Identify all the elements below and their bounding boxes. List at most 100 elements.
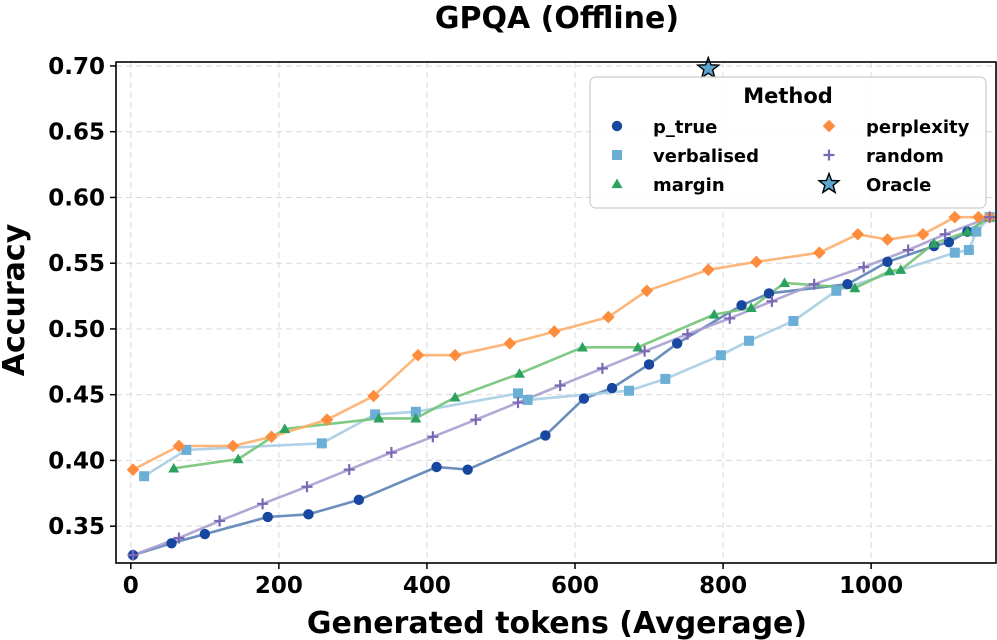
point-random [301,481,313,493]
point-verbalised [963,245,974,256]
legend-box [589,76,987,209]
x-axis-label: Generated tokens (Avgerage) [307,606,807,640]
point-random [214,515,226,527]
point-margin [279,423,291,433]
point-random [127,549,139,561]
point-random [470,414,482,426]
point-margin [708,308,720,319]
point-random [984,211,996,223]
legend-label-verbalised: verbalised [653,146,759,167]
legend-items: p_true verbalised margin perplexity random Or… [611,117,970,196]
point-p-true [199,528,211,540]
point-verbalised [513,388,524,399]
point-verbalised [316,438,327,449]
point-perplexity [126,463,140,476]
point-random [343,464,355,476]
point-p-true [842,279,853,290]
legend-marker-perplexity [822,119,836,133]
point-random [939,228,951,240]
legend-marker-margin [611,178,623,189]
legend-label-p-true: p_true [653,117,717,138]
point-margin [576,341,588,352]
point-random [257,498,269,510]
legend-label-random: random [866,146,944,167]
point-p-true [643,359,655,370]
point-perplexity [972,210,985,224]
point-perplexity [750,255,763,269]
point-verbalised [660,373,671,384]
point-perplexity [948,210,962,224]
y-tick-label: 0.35 [48,514,105,540]
point-margin [168,462,180,473]
point-verbalised [715,350,726,361]
point-margin [745,302,757,313]
series-markers [126,55,996,561]
x-tick-label: 400 [403,573,451,599]
point-perplexity [916,227,930,241]
y-tick-label: 0.60 [48,185,105,211]
point-perplexity [640,284,654,298]
point-margin [884,265,896,276]
point-p-true [943,236,955,248]
point-p-true [462,464,473,475]
y-tick-label: 0.40 [48,448,105,474]
point-margin [232,453,244,464]
point-perplexity [367,389,380,403]
point-p-true [166,538,177,549]
legend-marker-random [823,149,835,161]
point-p-true [606,382,618,394]
y-axis-label: Accuracy [0,223,32,376]
line-perplexity [132,215,990,471]
point-verbalised [624,385,635,396]
point-margin [373,412,385,423]
point-perplexity [881,233,894,246]
point-random [173,532,185,544]
point-p-true [671,338,683,349]
point-margin [513,368,525,378]
point-p-true [578,393,590,404]
point-perplexity [172,439,186,453]
point-perplexity [411,348,425,362]
legend-label-perplexity: perplexity [866,117,970,138]
chart-title: GPQA (Offline) [435,1,679,36]
line-margin [173,216,991,470]
point-random [902,244,914,256]
point-random [682,328,694,340]
point-margin [961,226,973,236]
point-verbalised [139,471,150,482]
point-random [858,261,870,273]
point-random [639,345,651,357]
point-verbalised [410,406,421,417]
x-tick-label: 200 [255,573,303,599]
point-verbalised [788,316,799,327]
point-margin [779,277,791,288]
point-perplexity [503,337,517,350]
point-verbalised [831,285,842,296]
point-oracle [695,55,721,80]
point-random [766,295,778,307]
point-random [385,447,397,459]
legend-title: Method [743,84,833,108]
point-random [724,312,736,324]
point-perplexity [547,325,561,338]
point-verbalised [949,247,960,258]
point-margin [632,341,644,352]
point-perplexity [813,246,826,259]
point-p-true [540,430,551,441]
point-random [808,278,820,290]
point-p-true [353,494,365,506]
legend-marker-verbalised [612,150,622,160]
point-margin [449,391,461,402]
point-verbalised [971,226,982,237]
point-margin [895,264,907,274]
y-tick-label: 0.45 [48,383,105,409]
x-tick-label: 0 [123,573,139,599]
point-random [596,362,608,374]
point-p-true [736,300,747,311]
point-perplexity [448,348,462,362]
point-perplexity [265,430,278,444]
point-p-true [303,509,314,520]
point-random [512,397,524,409]
point-margin [928,237,940,248]
